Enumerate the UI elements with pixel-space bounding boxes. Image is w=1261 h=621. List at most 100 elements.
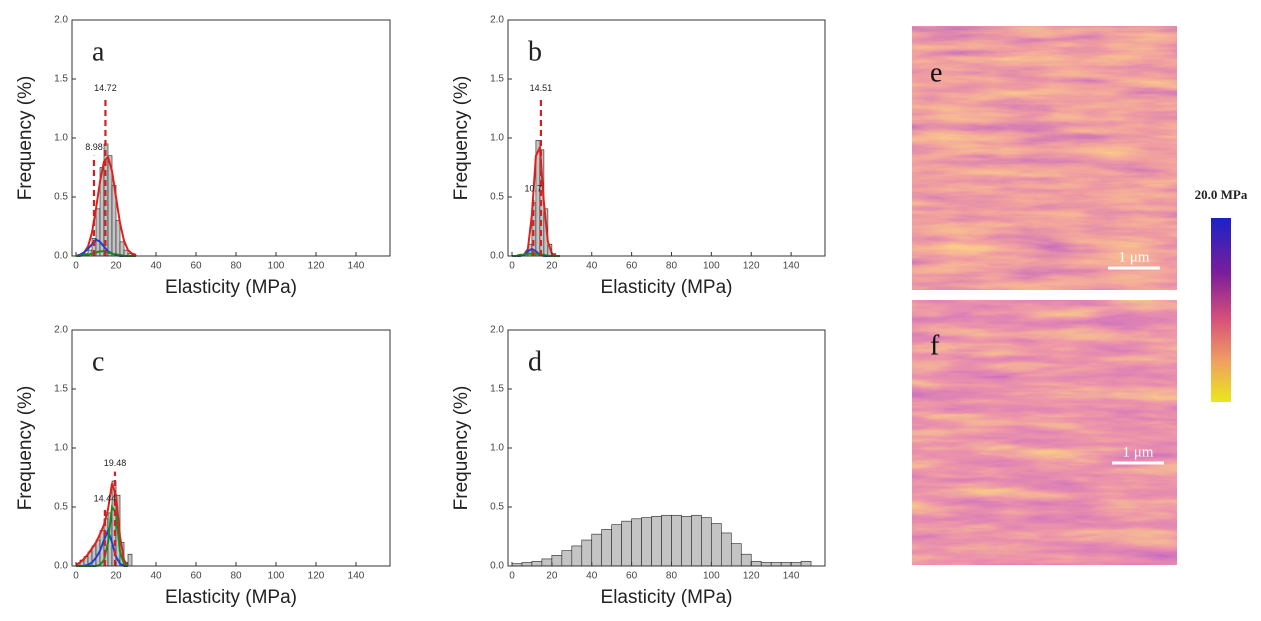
y-tick-label: 1.0 (490, 133, 504, 144)
histogram-bar (551, 555, 563, 567)
afm-map (912, 26, 1177, 290)
y-tick-label: 1.0 (54, 133, 68, 144)
x-tick-label: 140 (348, 571, 365, 582)
histogram-bar (601, 529, 612, 567)
x-tick-label: 80 (666, 261, 678, 272)
x-tick-label: 120 (308, 571, 325, 582)
histogram-bar (681, 516, 692, 567)
x-tick-label: 60 (190, 261, 202, 272)
colorbar-label: 20.0 MPa (1195, 187, 1248, 202)
y-tick-label: 1.0 (54, 443, 68, 454)
x-tick-label: 100 (268, 261, 285, 272)
marker-label: 19.48 (104, 458, 127, 468)
histogram-bar (711, 523, 722, 567)
y-tick-label: 2.0 (490, 325, 504, 336)
x-tick-label: 20 (110, 571, 122, 582)
histogram-bar (127, 553, 133, 567)
histogram-bar (651, 516, 662, 567)
panel: 19.48 14.44 0 20 40 60 80 100 120 140 0.0 0.5 1.0 1.5… (15, 325, 391, 608)
scale-label: 1 μm (1123, 444, 1154, 460)
marker-label: 14.44 (94, 493, 117, 503)
x-axis-label: Elasticity (MPa) (601, 587, 733, 608)
histogram-bar (740, 553, 752, 567)
y-tick-label: 0.0 (54, 561, 68, 572)
histogram-bar (790, 562, 802, 567)
plot-frame (507, 19, 826, 257)
x-tick-label: 120 (743, 571, 760, 582)
x-tick-label: 120 (743, 261, 760, 272)
x-tick-label: 0 (73, 571, 79, 582)
panel-label: e (930, 57, 942, 88)
histogram-bar (119, 241, 125, 257)
histogram-bar (611, 524, 622, 567)
histogram-bar (750, 560, 762, 567)
histogram-bar (571, 545, 583, 567)
histogram-bar (621, 520, 632, 567)
histogram-bar (770, 562, 782, 567)
histogram-bar (780, 562, 792, 567)
y-axis-label: Frequency (%) (451, 386, 472, 511)
y-tick-label: 1.5 (490, 74, 504, 85)
y-tick-label: 0.0 (490, 561, 504, 572)
y-axis-label: Frequency (%) (15, 76, 36, 201)
y-tick-label: 0.5 (490, 192, 504, 203)
y-tick-label: 2.0 (490, 15, 504, 26)
x-tick-label: 0 (509, 571, 515, 582)
x-tick-label: 20 (546, 571, 558, 582)
marker-label: 14.72 (94, 83, 117, 93)
histogram-bar (661, 514, 672, 567)
afm-image-f: f 1 μm (912, 300, 1177, 565)
x-tick-label: 100 (703, 261, 720, 272)
y-tick-label: 0.5 (54, 192, 68, 203)
histogram-bar (760, 562, 772, 567)
y-tick-label: 1.5 (54, 384, 68, 395)
afm-map (912, 300, 1177, 565)
x-tick-label: 40 (586, 571, 598, 582)
x-axis-label: Elasticity (MPa) (165, 587, 297, 608)
histogram-bar (521, 562, 533, 567)
x-tick-label: 140 (783, 261, 800, 272)
x-tick-label: 100 (268, 571, 285, 582)
histogram-bar (691, 514, 702, 567)
y-tick-label: 1.5 (54, 74, 68, 85)
histogram-bar (701, 517, 712, 567)
y-tick-label: 2.0 (54, 325, 68, 336)
x-axis-label: Elasticity (MPa) (601, 277, 733, 298)
x-tick-label: 80 (230, 571, 242, 582)
x-tick-label: 0 (73, 261, 79, 272)
marker-label: 8.98 (85, 142, 103, 152)
histogram-bar (581, 539, 593, 567)
panel-label: d (528, 346, 542, 377)
colorbar (1211, 218, 1231, 402)
y-tick-label: 0.0 (54, 251, 68, 262)
histogram-bar (800, 560, 812, 567)
x-tick-label: 100 (703, 571, 720, 582)
y-axis-label: Frequency (%) (451, 76, 472, 201)
panel-label: f (930, 330, 940, 361)
x-tick-label: 40 (150, 571, 162, 582)
y-tick-label: 2.0 (54, 15, 68, 26)
x-tick-label: 0 (509, 261, 515, 272)
x-tick-label: 60 (626, 571, 638, 582)
fit-curve (75, 483, 129, 567)
histogram-bar (95, 208, 101, 257)
afm-image-e: e 1 μm (912, 26, 1177, 290)
histogram-bar (531, 560, 543, 567)
marker-label: 10.7 (525, 183, 543, 193)
scale-label: 1 μm (1119, 249, 1150, 265)
x-tick-label: 60 (626, 261, 638, 272)
histogram-bar (561, 550, 573, 567)
y-tick-label: 1.5 (490, 384, 504, 395)
x-tick-label: 40 (150, 261, 162, 272)
x-tick-label: 20 (110, 261, 122, 272)
histogram-bar (671, 514, 682, 567)
panel-label: a (92, 36, 105, 67)
y-axis-label: Frequency (%) (15, 386, 36, 511)
panel: 14.72 8.98 0 20 40 60 80 100 120 140 0.0 0.5 1.0 1.5 2… (15, 15, 391, 298)
panel-label: b (528, 36, 542, 67)
y-tick-label: 1.0 (490, 443, 504, 454)
x-tick-label: 140 (348, 261, 365, 272)
y-tick-label: 0.5 (490, 502, 504, 513)
histogram-bar (730, 543, 742, 567)
panel: 14.51 10.7 0 20 40 60 80 100 120 140 0.0 0.5 1.0 1.5 2… (451, 15, 826, 298)
